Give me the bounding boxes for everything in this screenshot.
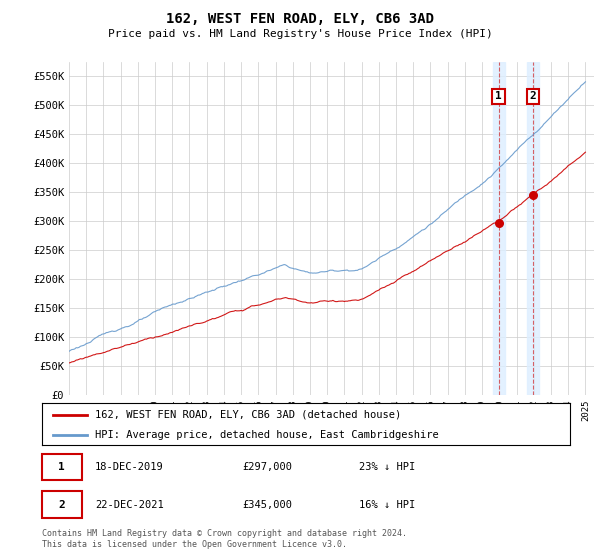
Text: 162, WEST FEN ROAD, ELY, CB6 3AD: 162, WEST FEN ROAD, ELY, CB6 3AD: [166, 12, 434, 26]
Text: 162, WEST FEN ROAD, ELY, CB6 3AD (detached house): 162, WEST FEN ROAD, ELY, CB6 3AD (detach…: [95, 410, 401, 420]
FancyBboxPatch shape: [42, 491, 82, 518]
Text: 18-DEC-2019: 18-DEC-2019: [95, 462, 164, 472]
Point: [494, 218, 503, 227]
Bar: [527, 62, 539, 395]
Text: £297,000: £297,000: [242, 462, 293, 472]
Text: £345,000: £345,000: [242, 500, 293, 510]
Bar: [493, 62, 505, 395]
Text: HPI: Average price, detached house, East Cambridgeshire: HPI: Average price, detached house, East…: [95, 430, 439, 440]
FancyBboxPatch shape: [42, 454, 82, 480]
Text: Price paid vs. HM Land Registry's House Price Index (HPI): Price paid vs. HM Land Registry's House …: [107, 29, 493, 39]
Text: 2: 2: [58, 500, 65, 510]
Text: 22-DEC-2021: 22-DEC-2021: [95, 500, 164, 510]
Point: [528, 190, 538, 199]
Text: Contains HM Land Registry data © Crown copyright and database right 2024.
This d: Contains HM Land Registry data © Crown c…: [42, 529, 407, 549]
Text: 23% ↓ HPI: 23% ↓ HPI: [359, 462, 415, 472]
Text: 2: 2: [530, 91, 536, 101]
Text: 1: 1: [495, 91, 502, 101]
Text: 1: 1: [58, 462, 65, 472]
Text: 16% ↓ HPI: 16% ↓ HPI: [359, 500, 415, 510]
